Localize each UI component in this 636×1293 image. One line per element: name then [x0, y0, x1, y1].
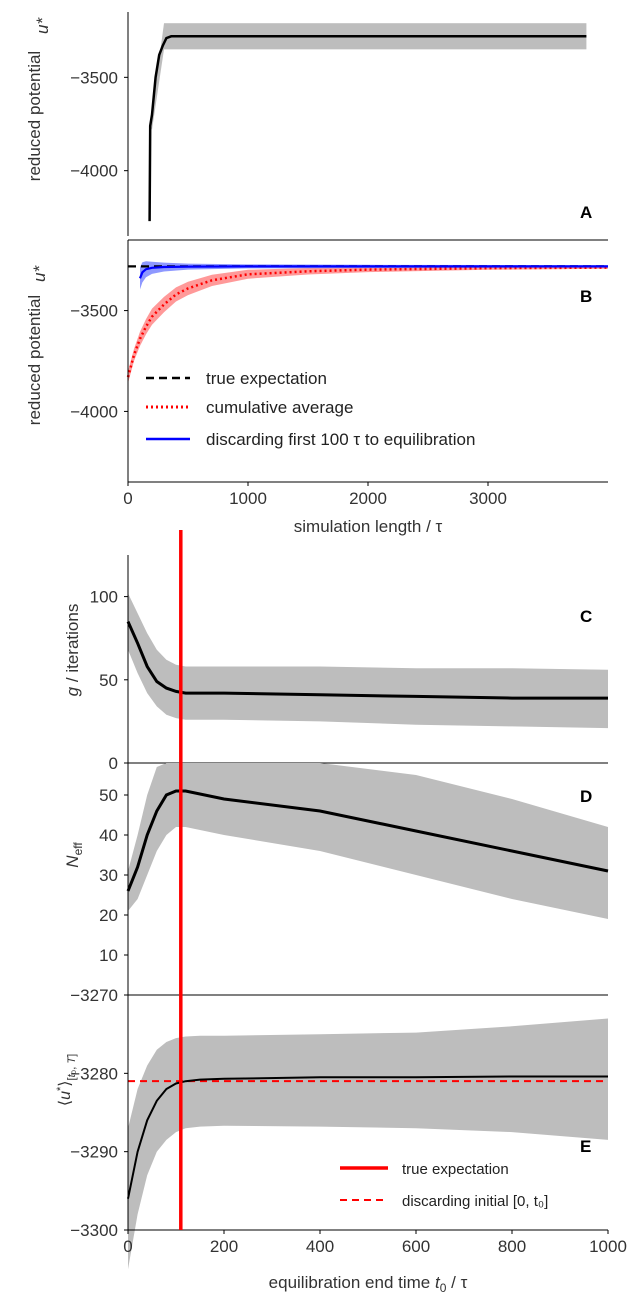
- b-xtick-label: 0: [123, 489, 132, 508]
- b-cumulative-band: [128, 266, 608, 384]
- c-ytick-label: 50: [99, 671, 118, 690]
- d-band: [128, 763, 608, 919]
- legend-b-discard: discarding first 100 τ to equilibration: [206, 430, 475, 449]
- d-ytick-label: 20: [99, 906, 118, 925]
- a-ytick-label: −4000: [70, 162, 118, 181]
- b-discard-line: [138, 265, 608, 279]
- e-xtick-label: 800: [498, 1237, 526, 1256]
- b-xtick-label: 1000: [229, 489, 267, 508]
- panel-letter-b: B: [580, 287, 592, 306]
- d-ytick-label: 40: [99, 826, 118, 845]
- panel-letter-a: A: [580, 203, 592, 222]
- legend-b: true expectation cumulative average disc…: [146, 369, 475, 449]
- e-ytick-label: −3290: [70, 1143, 118, 1162]
- e-ytick-label: −3280: [70, 1064, 118, 1083]
- panel-letter-e: E: [580, 1137, 591, 1156]
- e-xtick-label: 600: [402, 1237, 430, 1256]
- e-xlabel: equilibration end time t0 / τ: [269, 1273, 468, 1293]
- b-xtick-label: 2000: [349, 489, 387, 508]
- panel-letter-d: D: [580, 787, 592, 806]
- b-ylabel-u: u*: [30, 265, 49, 282]
- panel-b: −3500 −4000 0 1000 2000 3000: [70, 239, 609, 508]
- b-ytick-label: −4000: [70, 402, 118, 421]
- panel-d: 10 20 30 40 50: [99, 763, 609, 996]
- e-xtick-label: 1000: [589, 1237, 627, 1256]
- e-series-line: [127, 1075, 608, 1199]
- legend-e: true expectation discarding initial [0, …: [340, 1161, 548, 1210]
- c-ylabel-text: g / iterations: [63, 604, 82, 697]
- b-xlabel: simulation length / τ: [294, 517, 443, 536]
- d-ytick-label: 50: [99, 786, 118, 805]
- a-ylabel-u: u*: [33, 17, 52, 34]
- a-ytick-label: −3500: [70, 68, 118, 87]
- legend-b-true: true expectation: [206, 369, 327, 388]
- e-ylabel: ⟨u*⟩[t₀, T]: [55, 1054, 78, 1106]
- legend-e-true: true expectation: [402, 1161, 509, 1178]
- c-ytick-label: 100: [90, 588, 118, 607]
- c-ytick-label: 0: [109, 754, 118, 773]
- panel-letter-c: C: [580, 607, 592, 626]
- d-ylabel-text: Neff: [63, 842, 85, 868]
- legend-e-discard: discarding initial [0, t₀]: [402, 1193, 548, 1210]
- e-band: [128, 1018, 608, 1270]
- d-ylabel: Neff: [63, 842, 85, 868]
- c-series-line: [126, 620, 608, 700]
- a-ylabel-text: reduced potential: [25, 51, 44, 181]
- e-xtick-label: 200: [210, 1237, 238, 1256]
- b-xtick-label: 3000: [469, 489, 507, 508]
- c-band: [128, 593, 608, 729]
- b-ylabel: reduced potential: [25, 295, 44, 425]
- a-series-line: [148, 35, 587, 222]
- b-ylabel-text: reduced potential: [25, 295, 44, 425]
- b-ytick-label: −3500: [70, 302, 118, 321]
- d-ytick-label: 30: [99, 866, 118, 885]
- panel-e: −3270 −3280 −3290 −3300 0 200 400 600 800 1000: [70, 986, 627, 1270]
- e-xtick-label: 400: [306, 1237, 334, 1256]
- e-ylabel-text: ⟨u*⟩[t₀, T]: [55, 1054, 78, 1106]
- e-ytick-label: −3270: [70, 986, 118, 1005]
- e-ytick-label: −3300: [70, 1221, 118, 1240]
- b-discard-band: [140, 261, 608, 290]
- e-xtick-label: 0: [123, 1237, 132, 1256]
- d-ytick-label: 10: [99, 946, 118, 965]
- a-ylabel: reduced potential: [25, 51, 44, 181]
- legend-b-cumulative: cumulative average: [206, 398, 353, 417]
- panel-a: −3500 −4000: [70, 12, 587, 236]
- panel-c: 0 50 100: [90, 555, 608, 773]
- c-ylabel: g / iterations: [63, 604, 82, 697]
